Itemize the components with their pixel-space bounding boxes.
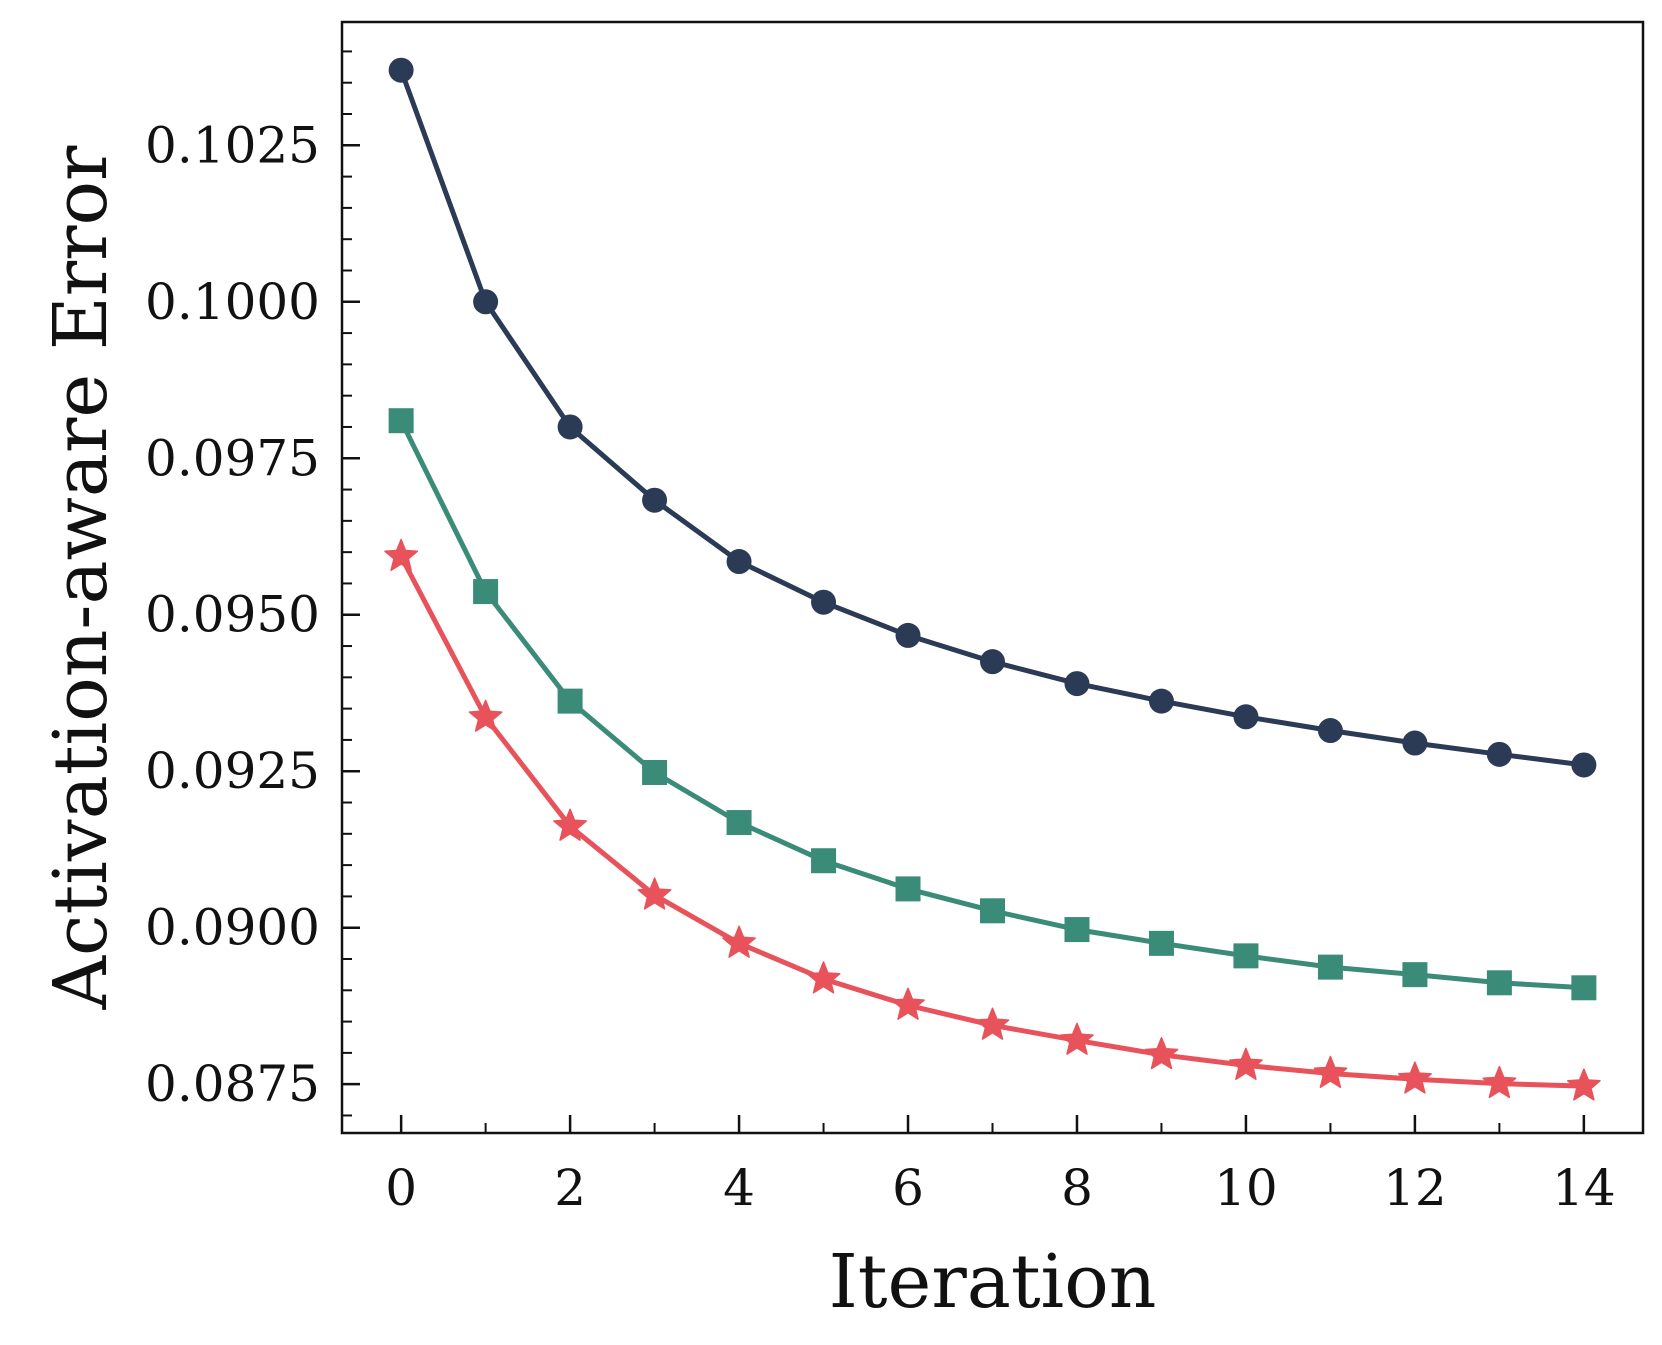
- series-navy-point: [1317, 718, 1343, 744]
- y-tick-label: 0.0925: [145, 742, 320, 800]
- x-tick-label: 14: [1552, 1159, 1616, 1217]
- series-red-point: [1482, 1065, 1517, 1099]
- series-red-point: [384, 538, 419, 572]
- series-red-point: [1566, 1068, 1601, 1101]
- x-tick-label: 2: [554, 1159, 586, 1217]
- series-teal-point: [1402, 962, 1428, 988]
- x-tick-label: 4: [723, 1159, 755, 1217]
- series-navy-point: [473, 289, 499, 315]
- series-teal-point: [895, 876, 921, 902]
- series-red-point: [637, 877, 672, 910]
- series-teal-point: [557, 688, 583, 714]
- y-tick-label: 0.1000: [145, 273, 320, 331]
- series-navy: [388, 57, 1597, 778]
- series-teal-point: [1148, 930, 1174, 956]
- series-red-point: [891, 987, 925, 1020]
- series-group: [384, 57, 1601, 1101]
- series-teal: [388, 408, 1597, 1001]
- series-teal-point: [1486, 970, 1512, 996]
- series-teal-point: [1064, 917, 1090, 943]
- x-tick-label: 10: [1214, 1159, 1278, 1217]
- series-teal-point: [642, 759, 668, 785]
- series-red-point: [1397, 1061, 1432, 1094]
- series-teal-point: [726, 810, 752, 836]
- series-teal-point: [1571, 975, 1597, 1001]
- series-navy-point: [1233, 704, 1259, 730]
- series-red-point: [468, 699, 503, 732]
- series-navy-point: [1064, 671, 1090, 697]
- series-red-point: [1060, 1022, 1094, 1055]
- x-axis-title: Iteration: [829, 1239, 1157, 1325]
- series-navy-point: [811, 589, 837, 615]
- y-tick-label: 0.1025: [145, 116, 320, 174]
- series-teal-point: [1233, 943, 1259, 969]
- series-red-point: [553, 808, 588, 841]
- y-axis-title: Activation-aware Error: [38, 145, 124, 1010]
- x-tick-label: 0: [385, 1159, 417, 1217]
- series-navy-point: [642, 487, 668, 513]
- series-red-point: [975, 1007, 1010, 1040]
- series-red-point: [806, 961, 841, 994]
- series-red-point: [1144, 1037, 1179, 1070]
- series-navy-point: [388, 57, 414, 83]
- series-red: [384, 538, 1601, 1101]
- series-teal-point: [473, 579, 499, 605]
- series-teal-point: [811, 848, 837, 874]
- y-tick-label: 0.0975: [145, 429, 320, 487]
- series-navy-point: [1486, 741, 1512, 767]
- x-tick-label: 6: [892, 1159, 924, 1217]
- axis-ticks: [342, 50, 1586, 1133]
- series-teal-point: [388, 408, 414, 434]
- series-navy-point: [1571, 752, 1597, 778]
- series-navy-point: [1402, 730, 1428, 756]
- plot-frame: [340, 20, 1645, 1135]
- y-tick-label: 0.0900: [145, 899, 320, 957]
- x-tick-label: 8: [1061, 1159, 1093, 1217]
- series-navy-point: [980, 649, 1005, 675]
- series-navy-point: [895, 622, 921, 648]
- y-tick-label: 0.0875: [145, 1055, 320, 1113]
- series-red-point: [1313, 1055, 1348, 1089]
- series-red-point: [1229, 1047, 1263, 1080]
- series-navy-point: [726, 549, 752, 575]
- series-navy-point: [557, 414, 583, 440]
- series-teal-point: [1317, 954, 1343, 980]
- tick-labels: 0 2 4 6 8 10 12 14 0.0875 0.0900 0.0925 0.0950 0.097…: [145, 116, 1616, 1217]
- y-tick-label: 0.0950: [145, 586, 320, 644]
- series-teal-point: [980, 898, 1005, 924]
- series-red-point: [722, 925, 756, 958]
- x-tick-label: 12: [1383, 1159, 1447, 1217]
- series-navy-point: [1148, 688, 1174, 714]
